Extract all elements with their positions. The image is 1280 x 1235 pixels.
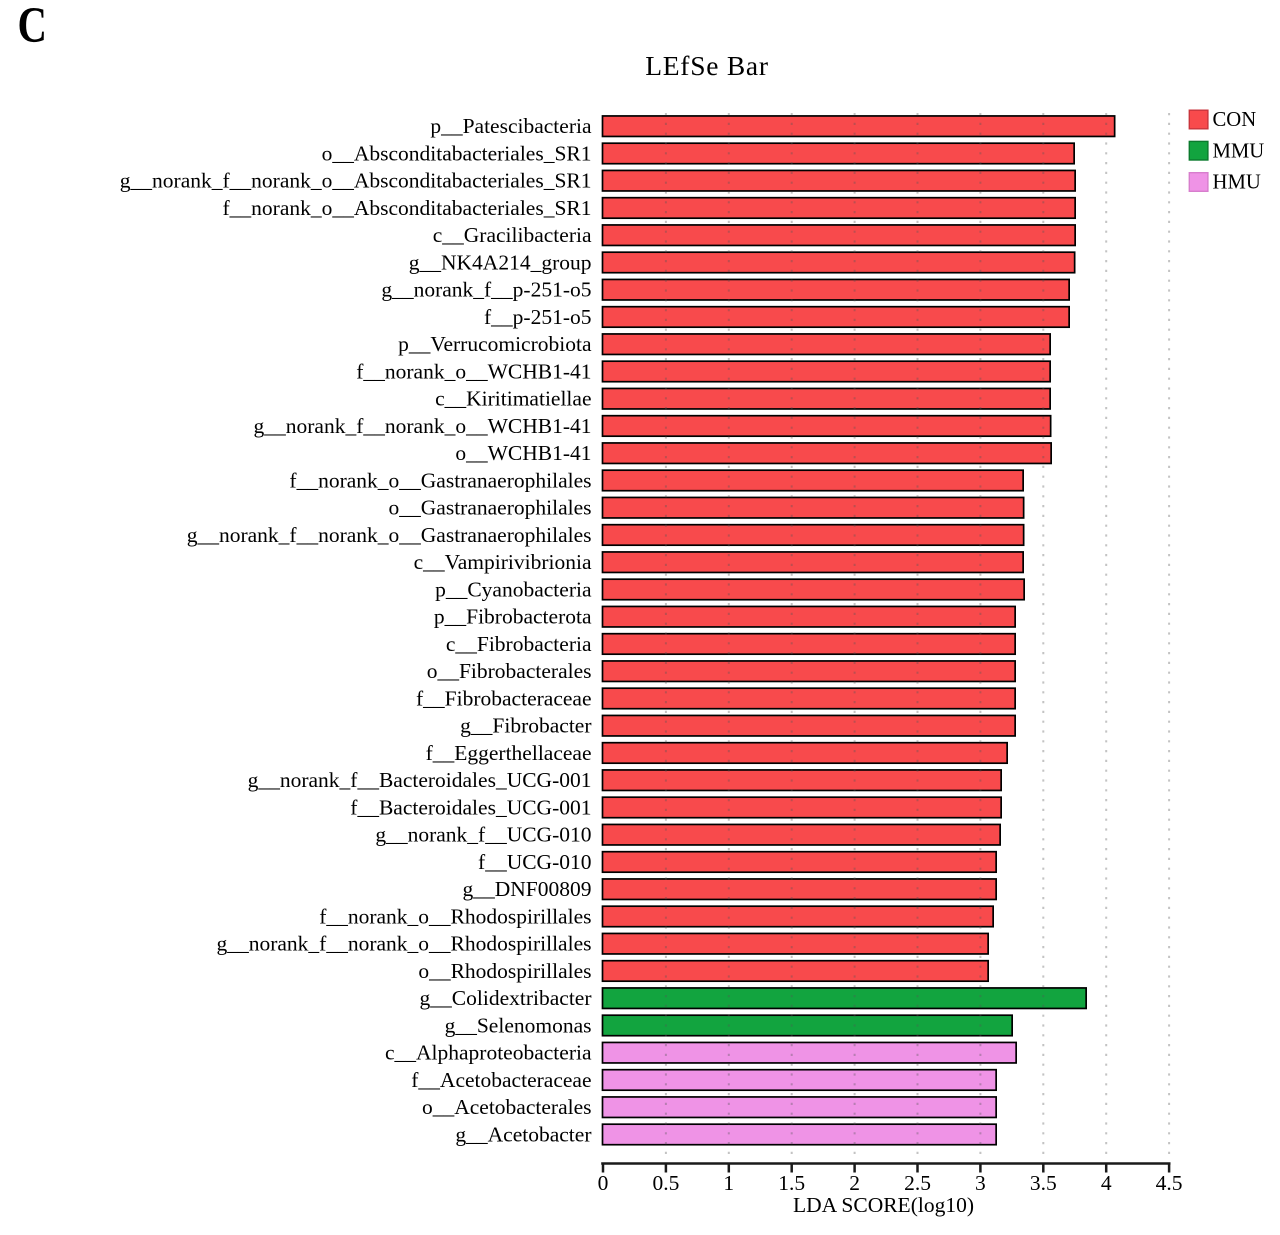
svg-text:o__Acetobacterales: o__Acetobacterales [422,1095,592,1119]
svg-text:f__norank_o__Absconditabacteri: f__norank_o__Absconditabacteriales_SR1 [223,196,592,220]
svg-text:g__norank_f__norank_o__Gastran: g__norank_f__norank_o__Gastranaerophilal… [187,523,592,547]
svg-text:c__Gracilibacteria: c__Gracilibacteria [433,223,592,247]
svg-text:LDA SCORE(log10): LDA SCORE(log10) [793,1193,974,1217]
svg-text:c__Vampirivibrionia: c__Vampirivibrionia [414,550,592,574]
svg-text:g__norank_f__Bacteroidales_UCG: g__norank_f__Bacteroidales_UCG-001 [248,768,592,792]
svg-text:g__norank_f__UCG-010: g__norank_f__UCG-010 [375,823,591,847]
svg-text:g__Colidextribacter: g__Colidextribacter [420,986,592,1010]
svg-text:4: 4 [1101,1171,1112,1195]
svg-text:f__norank_o__Rhodospirillales: f__norank_o__Rhodospirillales [319,904,591,928]
svg-text:g__norank_f__p-251-o5: g__norank_f__p-251-o5 [381,278,591,302]
svg-text:3.5: 3.5 [1030,1171,1057,1195]
svg-text:3: 3 [975,1171,986,1195]
svg-text:4.5: 4.5 [1156,1171,1183,1195]
svg-text:MMU: MMU [1213,140,1265,162]
svg-text:g__Fibrobacter: g__Fibrobacter [460,714,591,738]
svg-text:g__Acetobacter: g__Acetobacter [455,1122,591,1146]
svg-text:g__DNF00809: g__DNF00809 [462,877,591,901]
svg-text:c__Alphaproteobacteria: c__Alphaproteobacteria [385,1041,592,1065]
svg-text:f__Bacteroidales_UCG-001: f__Bacteroidales_UCG-001 [350,795,591,819]
svg-text:2.5: 2.5 [904,1171,931,1195]
svg-text:g__norank_f__norank_o__Rhodosp: g__norank_f__norank_o__Rhodospirillales [216,932,591,956]
svg-text:1: 1 [723,1171,734,1195]
svg-text:o__Rhodospirillales: o__Rhodospirillales [418,959,591,983]
svg-text:f__UCG-010: f__UCG-010 [478,850,591,874]
svg-text:o__WCHB1-41: o__WCHB1-41 [455,441,591,465]
svg-text:g__NK4A214_group: g__NK4A214_group [409,250,592,274]
svg-text:p__Cyanobacteria: p__Cyanobacteria [435,577,592,601]
svg-text:c__Kiritimatiellae: c__Kiritimatiellae [435,387,591,411]
svg-text:LEfSe Bar: LEfSe Bar [645,50,769,81]
svg-text:f__norank_o__Gastranaerophilal: f__norank_o__Gastranaerophilales [289,468,591,492]
svg-text:c__Fibrobacteria: c__Fibrobacteria [446,632,592,656]
svg-text:HMU: HMU [1213,172,1261,194]
svg-text:2: 2 [849,1171,860,1195]
svg-text:f__Fibrobacteraceae: f__Fibrobacteraceae [416,686,591,710]
svg-text:g__norank_f__norank_o__WCHB1-4: g__norank_f__norank_o__WCHB1-41 [254,414,592,438]
svg-text:o__Fibrobacterales: o__Fibrobacterales [427,659,592,683]
svg-text:g__Selenomonas: g__Selenomonas [445,1013,592,1037]
svg-text:g__norank_f__norank_o__Abscond: g__norank_f__norank_o__Absconditabacteri… [120,169,592,193]
svg-text:0.5: 0.5 [652,1171,679,1195]
svg-text:CON: CON [1213,109,1257,131]
svg-text:o__Gastranaerophilales: o__Gastranaerophilales [389,496,592,520]
svg-text:p__Verrucomicrobiota: p__Verrucomicrobiota [398,332,592,356]
svg-text:C: C [18,0,47,53]
svg-text:p__Patescibacteria: p__Patescibacteria [430,114,592,138]
svg-text:f__Eggerthellaceae: f__Eggerthellaceae [426,741,592,765]
svg-text:f__Acetobacteraceae: f__Acetobacteraceae [411,1068,591,1092]
svg-text:f__norank_o__WCHB1-41: f__norank_o__WCHB1-41 [356,359,591,383]
svg-text:o__Absconditabacteriales_SR1: o__Absconditabacteriales_SR1 [322,141,592,165]
svg-text:0: 0 [598,1171,609,1195]
svg-text:1.5: 1.5 [778,1171,805,1195]
svg-text:f__p-251-o5: f__p-251-o5 [484,305,591,329]
svg-text:p__Fibrobacterota: p__Fibrobacterota [434,605,592,629]
